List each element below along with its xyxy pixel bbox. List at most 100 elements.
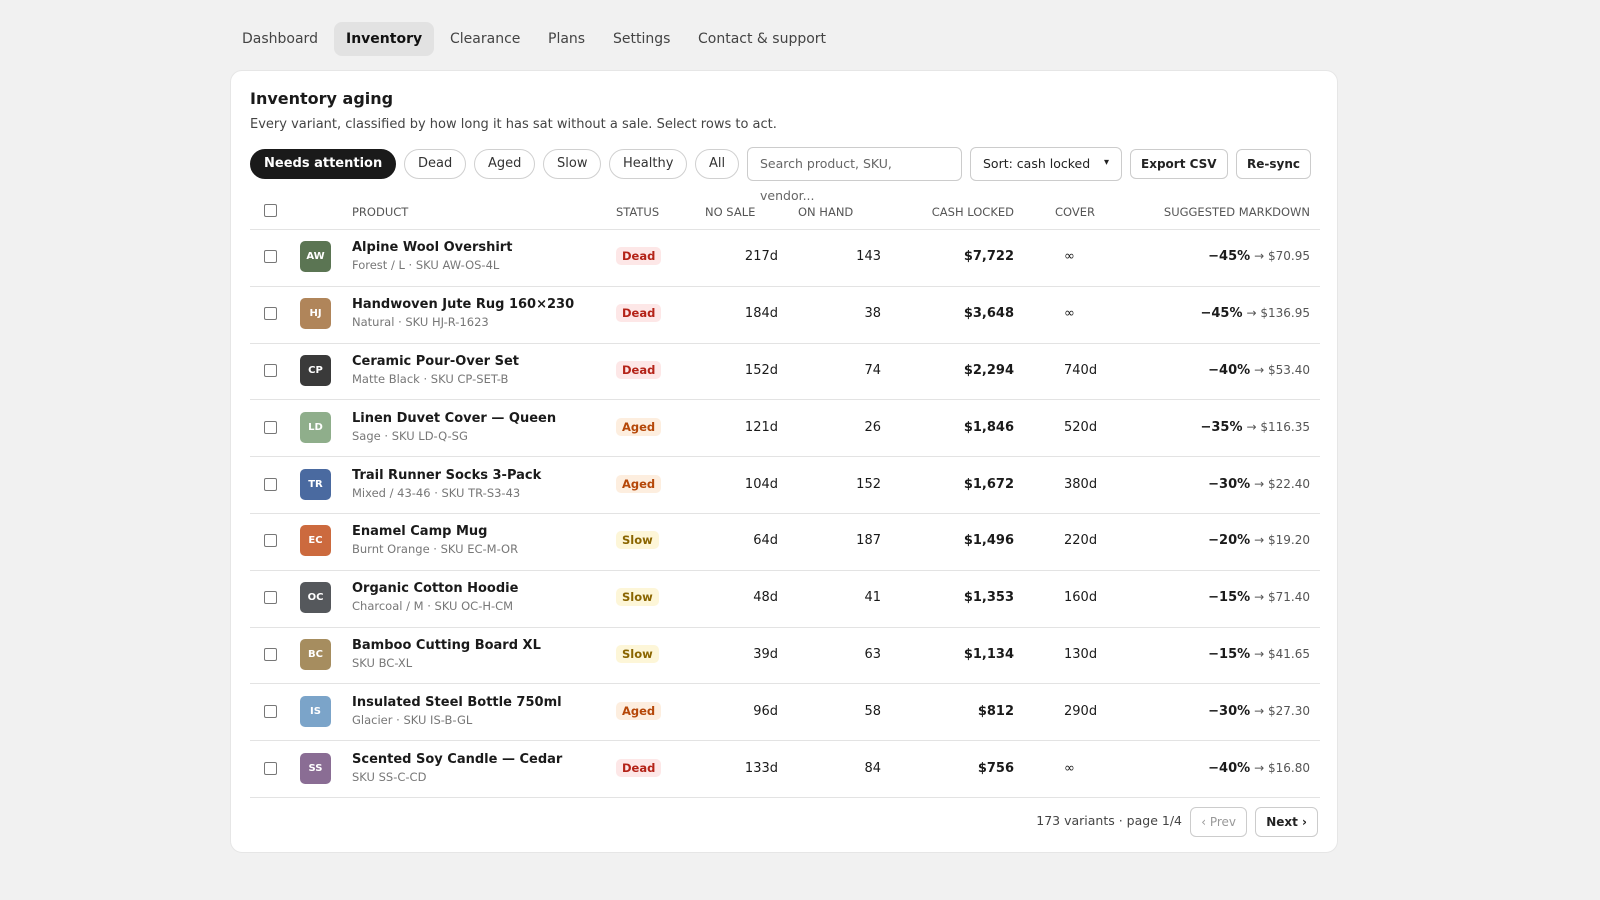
search-input[interactable]: Search product, SKU, vendor... xyxy=(747,147,962,203)
row-checkbox[interactable] xyxy=(264,761,277,775)
action-button[interactable]: Re-sync xyxy=(1236,149,1311,179)
cover: ∞ xyxy=(1064,249,1075,265)
on-hand: 143 xyxy=(856,249,881,265)
status-badge: Dead xyxy=(616,247,662,266)
cash-locked: $1,496 xyxy=(963,533,1014,549)
on-hand: 84 xyxy=(864,760,881,776)
markdown-cell: −45% → $136.95 xyxy=(1200,306,1310,321)
sort-select[interactable]: Sort: cash locked xyxy=(970,147,1122,181)
filter-pill[interactable]: Slow xyxy=(543,149,602,179)
row-checkbox[interactable] xyxy=(264,420,277,434)
nav-tab[interactable]: Dashboard xyxy=(242,31,318,47)
product-avatar: AW xyxy=(300,241,331,273)
nav-tab[interactable]: Inventory xyxy=(334,22,435,56)
row-checkbox[interactable] xyxy=(264,307,277,321)
markdown-percent: −45% xyxy=(1208,249,1251,265)
markdown-cell: −20% → $19.20 xyxy=(1208,533,1310,548)
row-divider xyxy=(250,797,1320,798)
product-meta: Glacier · SKU IS-B-GL xyxy=(352,712,473,727)
product-meta: Forest / L · SKU AW-OS-4L xyxy=(352,258,500,273)
product-name: Ceramic Pour-Over Set xyxy=(352,354,519,369)
page-summary: 173 variants · page 1/4 xyxy=(1036,813,1182,828)
header-divider xyxy=(250,229,1320,230)
row-divider xyxy=(250,626,1320,628)
row-checkbox[interactable] xyxy=(264,648,277,661)
no-sale: 152d xyxy=(744,363,778,378)
cover: 520d xyxy=(1064,419,1098,435)
status-badge: Slow xyxy=(616,531,659,550)
on-hand: 63 xyxy=(864,647,881,662)
cash-locked: $3,648 xyxy=(963,306,1014,322)
no-sale: 64d xyxy=(753,533,778,549)
product-meta: Burnt Orange · SKU EC-M-OR xyxy=(352,542,519,557)
filter-pill[interactable]: All xyxy=(695,149,740,179)
markdown-percent: −40% xyxy=(1208,760,1251,776)
row-checkbox[interactable] xyxy=(264,250,277,264)
on-hand: 38 xyxy=(864,306,881,322)
markdown-percent: −35% xyxy=(1200,419,1243,435)
cash-locked: $812 xyxy=(977,703,1014,719)
filter-pill[interactable]: Dead xyxy=(404,149,467,179)
markdown-percent: −30% xyxy=(1208,703,1251,719)
product-name: Handwoven Jute Rug 160×230 xyxy=(352,297,575,313)
filter-pill[interactable]: Aged xyxy=(474,149,536,179)
product-avatar: SS xyxy=(300,752,331,784)
markdown-cell: −40% → $53.40 xyxy=(1208,363,1310,378)
row-checkbox[interactable] xyxy=(264,364,277,377)
markdown-percent: −40% xyxy=(1208,363,1251,378)
markdown-percent: −15% xyxy=(1208,590,1251,606)
column-header: PRODUCT xyxy=(352,205,409,219)
markdown-cell: −15% → $71.40 xyxy=(1208,590,1310,605)
action-button[interactable]: Export CSV xyxy=(1130,149,1228,179)
no-sale: 133d xyxy=(744,760,778,776)
nav-tab[interactable]: Clearance xyxy=(450,31,521,47)
cash-locked: $7,722 xyxy=(963,249,1014,265)
status-badge: Dead xyxy=(616,361,662,379)
no-sale: 217d xyxy=(744,249,778,265)
on-hand: 58 xyxy=(864,703,881,719)
filter-pill[interactable]: Needs attention xyxy=(250,149,397,179)
markdown-target: → $22.40 xyxy=(1254,476,1310,491)
markdown-target: → $71.40 xyxy=(1254,590,1310,605)
row-checkbox[interactable] xyxy=(264,477,277,491)
product-avatar: CP xyxy=(300,355,331,386)
product-avatar: TR xyxy=(300,468,331,500)
next-button[interactable]: Next › xyxy=(1255,807,1318,837)
on-hand: 26 xyxy=(864,419,881,435)
product-meta: Mixed / 43-46 · SKU TR-S3-43 xyxy=(352,485,521,500)
row-divider xyxy=(250,399,1320,401)
cover: ∞ xyxy=(1064,760,1075,776)
no-sale: 184d xyxy=(744,306,778,322)
row-checkbox[interactable] xyxy=(264,591,277,605)
status-badge: Aged xyxy=(616,417,662,436)
row-divider xyxy=(250,456,1320,458)
markdown-percent: −20% xyxy=(1208,533,1251,549)
column-header: STATUS xyxy=(616,205,660,219)
panel-title: Inventory aging xyxy=(250,89,394,108)
row-divider xyxy=(250,285,1320,287)
nav-tab[interactable]: Plans xyxy=(548,31,586,47)
row-checkbox[interactable] xyxy=(264,534,277,548)
nav-tab[interactable]: Settings xyxy=(613,31,671,47)
prev-button[interactable]: ‹ Prev xyxy=(1190,807,1247,837)
select-all-checkbox[interactable] xyxy=(264,204,277,217)
product-name: Enamel Camp Mug xyxy=(352,524,488,540)
product-avatar: IS xyxy=(300,695,331,727)
column-header: COVER xyxy=(1055,205,1096,219)
panel: Inventory aging Every variant, classifie… xyxy=(230,70,1338,853)
status-badge: Dead xyxy=(616,758,662,777)
product-name: Scented Soy Candle — Cedar xyxy=(352,751,563,767)
row-checkbox[interactable] xyxy=(264,704,277,718)
product-name: Alpine Wool Overshirt xyxy=(352,240,513,256)
markdown-cell: −45% → $70.95 xyxy=(1208,249,1310,264)
on-hand: 74 xyxy=(864,363,881,378)
status-badge: Dead xyxy=(616,304,662,323)
markdown-cell: −30% → $27.30 xyxy=(1208,704,1310,719)
product-meta: Natural · SKU HJ-R-1623 xyxy=(352,315,489,330)
nav-tab[interactable]: Contact & support xyxy=(698,31,827,47)
product-meta: Charcoal / M · SKU OC-H-CM xyxy=(352,599,514,614)
filter-pill[interactable]: Healthy xyxy=(609,149,688,179)
cover: 160d xyxy=(1064,590,1098,606)
markdown-percent: −45% xyxy=(1200,306,1243,322)
